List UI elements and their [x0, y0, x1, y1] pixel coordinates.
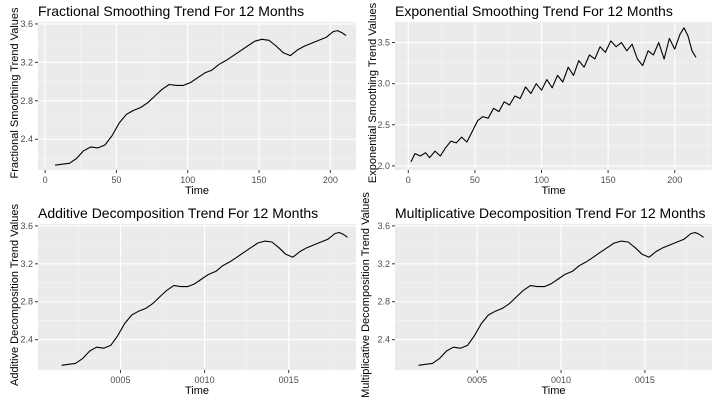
x-tick-label: 200	[667, 175, 682, 185]
y-tick-label: 3.2	[20, 57, 33, 67]
y-tick-label: 2.4	[20, 335, 33, 345]
y-tick-label: 3.0	[377, 79, 390, 89]
x-axis-label: Time	[541, 385, 566, 397]
x-tick-label: 200	[323, 175, 338, 185]
y-tick-label: 3.2	[377, 259, 390, 269]
y-tick-label: 3.6	[20, 221, 33, 231]
x-tick-label: 150	[252, 175, 267, 185]
plot-svg: 0005 0010 0015 2.4 2.8 3.2 3.6	[20, 221, 356, 385]
y-tick-label: 2.4	[20, 134, 33, 144]
y-tick-label: 2.8	[377, 297, 390, 307]
y-tick-label: 3.5	[377, 38, 390, 48]
x-axis-label: Time	[184, 185, 210, 197]
x-tick-label: 0005	[110, 375, 130, 385]
plot-svg: 0 50 100 150 200 2.0 2.5 3.0 3.5	[377, 21, 712, 185]
chart-title: Additive Decomposition Trend For 12 Mont…	[38, 205, 319, 221]
chart-panel-additive: Additive Decomposition Trend For 12 Mont…	[0, 200, 356, 400]
x-tick-label: 150	[601, 175, 616, 185]
x-tick-label: 0005	[467, 375, 487, 385]
y-tick-label: 2.5	[377, 120, 390, 130]
x-tick-label: 0	[43, 175, 48, 185]
y-tick-label: 2.8	[20, 297, 33, 307]
x-tick-label: 0015	[635, 375, 655, 385]
plot-background	[395, 224, 712, 370]
trend-line	[418, 231, 704, 366]
x-axis-label: Time	[184, 385, 210, 397]
trend-line	[55, 30, 347, 166]
y-tick-label: 3.6	[20, 19, 33, 29]
plot-background	[38, 224, 356, 370]
chart-panel-fractional: Fractional Smoothing Trend For 12 Months…	[0, 0, 356, 200]
x-tick-label: 0015	[279, 375, 299, 385]
x-tick-label: 100	[534, 175, 549, 185]
chart-panel-exponential: Exponential Smoothing Trend For 12 Month…	[356, 0, 712, 200]
x-tick-label: 100	[180, 175, 195, 185]
x-tick-label: 0010	[551, 375, 571, 385]
y-tick-label: 3.2	[20, 259, 33, 269]
y-tick-label: 2.8	[20, 96, 33, 106]
x-axis-label: Time	[541, 185, 566, 197]
x-tick-label: 50	[111, 175, 121, 185]
chart-title: Fractional Smoothing Trend For 12 Months	[38, 3, 305, 19]
plot-background	[395, 22, 712, 170]
plot-svg: 0005 0010 0015 2.4 2.8 3.2 3.6	[377, 221, 712, 385]
trend-line	[410, 27, 697, 163]
x-tick-label: 0	[406, 175, 411, 185]
y-tick-label: 2.0	[377, 161, 390, 171]
x-tick-label: 50	[470, 175, 480, 185]
x-tick-label: 0010	[195, 375, 215, 385]
y-tick-label: 3.6	[377, 221, 390, 231]
plot-svg: 0 50 100 150 200 2.4 2.8 3.2 3.6	[20, 19, 356, 185]
chart-panel-multiplicative: Multiplicative Decomposition Trend For 1…	[356, 192, 712, 400]
chart-title: Multiplicative Decomposition Trend For 1…	[395, 205, 706, 221]
chart-title: Exponential Smoothing Trend For 12 Month…	[395, 3, 673, 19]
y-tick-label: 2.4	[377, 335, 390, 345]
trend-line	[61, 231, 348, 366]
